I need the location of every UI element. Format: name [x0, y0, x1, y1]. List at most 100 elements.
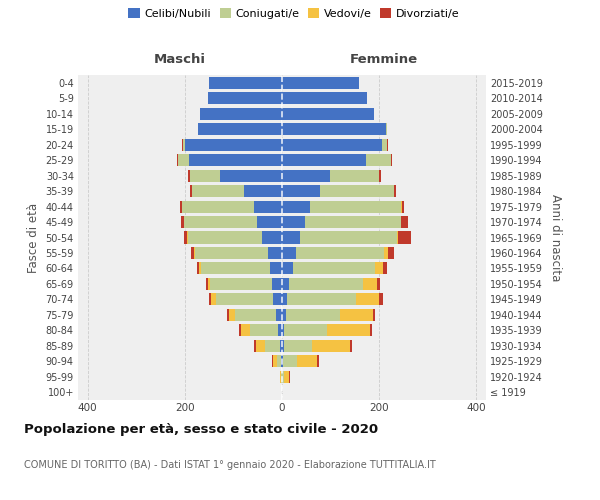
Bar — [194, 247, 282, 259]
Bar — [188, 232, 282, 243]
Bar — [281, 356, 282, 368]
Bar — [282, 340, 312, 352]
Bar — [191, 247, 282, 259]
Bar — [282, 371, 284, 383]
Bar — [177, 154, 282, 166]
Bar — [210, 278, 282, 290]
Bar — [208, 278, 282, 290]
Bar — [189, 154, 282, 166]
Text: COMUNE DI TORITTO (BA) - Dati ISTAT 1° gennaio 2020 - Elaborazione TUTTITALIA.IT: COMUNE DI TORITTO (BA) - Dati ISTAT 1° g… — [24, 460, 436, 469]
Y-axis label: Anni di nascita: Anni di nascita — [550, 194, 562, 281]
Bar — [282, 170, 379, 181]
Bar — [282, 309, 340, 321]
Bar — [280, 371, 282, 383]
Bar — [282, 340, 350, 352]
Bar — [282, 340, 284, 352]
Bar — [282, 123, 386, 135]
Bar — [282, 262, 383, 274]
Bar — [282, 138, 388, 150]
Bar — [276, 309, 282, 321]
Bar — [282, 232, 397, 243]
Bar — [282, 278, 380, 290]
Bar — [273, 294, 282, 306]
Bar — [282, 232, 411, 243]
Bar — [282, 324, 327, 336]
Bar — [254, 200, 282, 212]
Bar — [282, 356, 317, 368]
Y-axis label: Fasce di età: Fasce di età — [27, 202, 40, 272]
Bar — [282, 371, 289, 383]
Bar — [200, 108, 282, 120]
Bar — [282, 216, 401, 228]
Bar — [282, 92, 367, 104]
Bar — [256, 340, 282, 352]
Bar — [282, 324, 370, 336]
Bar — [270, 262, 282, 274]
Legend: Celibi/Nubili, Coniugati/e, Vedovi/e, Divorziati/e: Celibi/Nubili, Coniugati/e, Vedovi/e, Di… — [128, 8, 460, 19]
Bar — [278, 324, 282, 336]
Bar — [201, 262, 282, 274]
Bar — [250, 324, 282, 336]
Bar — [282, 356, 283, 368]
Bar — [282, 356, 319, 368]
Bar — [184, 232, 282, 243]
Text: Maschi: Maschi — [154, 54, 206, 66]
Bar — [282, 232, 398, 243]
Bar — [282, 294, 287, 306]
Bar — [178, 154, 282, 166]
Bar — [282, 232, 301, 243]
Bar — [241, 324, 282, 336]
Bar — [190, 185, 282, 197]
Bar — [282, 278, 289, 290]
Bar — [282, 138, 388, 150]
Bar — [282, 154, 365, 166]
Bar — [282, 262, 375, 274]
Bar — [185, 138, 282, 150]
Bar — [282, 200, 401, 212]
Bar — [282, 278, 377, 290]
Bar — [268, 247, 282, 259]
Bar — [208, 92, 282, 104]
Bar — [184, 216, 282, 228]
Bar — [277, 356, 282, 368]
Text: Femmine: Femmine — [350, 54, 418, 66]
Bar — [282, 278, 363, 290]
Bar — [282, 294, 383, 306]
Bar — [209, 294, 282, 306]
Bar — [262, 232, 282, 243]
Bar — [265, 340, 282, 352]
Bar — [229, 309, 282, 321]
Bar — [282, 247, 394, 259]
Bar — [191, 185, 282, 197]
Bar — [282, 154, 392, 166]
Bar — [282, 340, 352, 352]
Bar — [282, 294, 379, 306]
Bar — [282, 262, 388, 274]
Bar — [182, 138, 282, 150]
Bar — [244, 185, 282, 197]
Bar — [282, 247, 384, 259]
Text: Popolazione per età, sesso e stato civile - 2020: Popolazione per età, sesso e stato civil… — [24, 422, 378, 436]
Bar — [209, 76, 282, 89]
Bar — [282, 185, 394, 197]
Bar — [282, 76, 359, 89]
Bar — [190, 170, 282, 181]
Bar — [282, 170, 329, 181]
Bar — [282, 154, 391, 166]
Bar — [282, 324, 372, 336]
Bar — [282, 185, 320, 197]
Bar — [272, 356, 282, 368]
Bar — [282, 185, 395, 197]
Bar — [282, 200, 404, 212]
Bar — [282, 262, 293, 274]
Bar — [199, 262, 282, 274]
Bar — [239, 324, 282, 336]
Bar — [211, 294, 282, 306]
Bar — [282, 108, 374, 120]
Bar — [183, 138, 282, 150]
Bar — [227, 309, 282, 321]
Bar — [282, 216, 305, 228]
Bar — [282, 200, 403, 212]
Bar — [220, 170, 282, 181]
Bar — [282, 309, 373, 321]
